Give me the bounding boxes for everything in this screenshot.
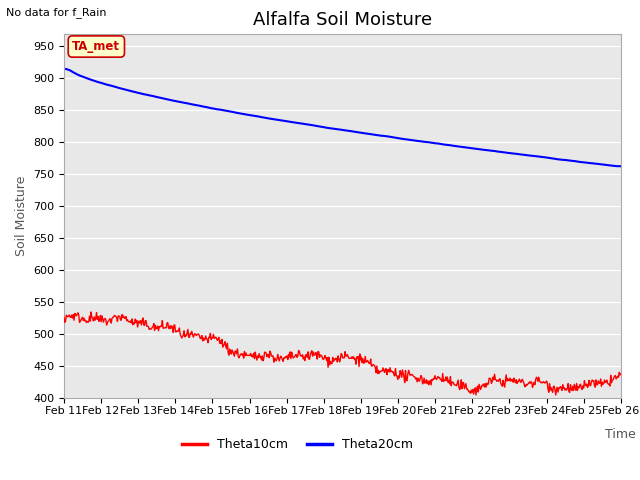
Text: TA_met: TA_met	[72, 40, 120, 53]
Y-axis label: Soil Moisture: Soil Moisture	[15, 176, 28, 256]
Text: No data for f_Rain: No data for f_Rain	[6, 7, 107, 18]
X-axis label: Time: Time	[605, 428, 636, 441]
Title: Alfalfa Soil Moisture: Alfalfa Soil Moisture	[253, 11, 432, 29]
Legend: Theta10cm, Theta20cm: Theta10cm, Theta20cm	[177, 433, 418, 456]
